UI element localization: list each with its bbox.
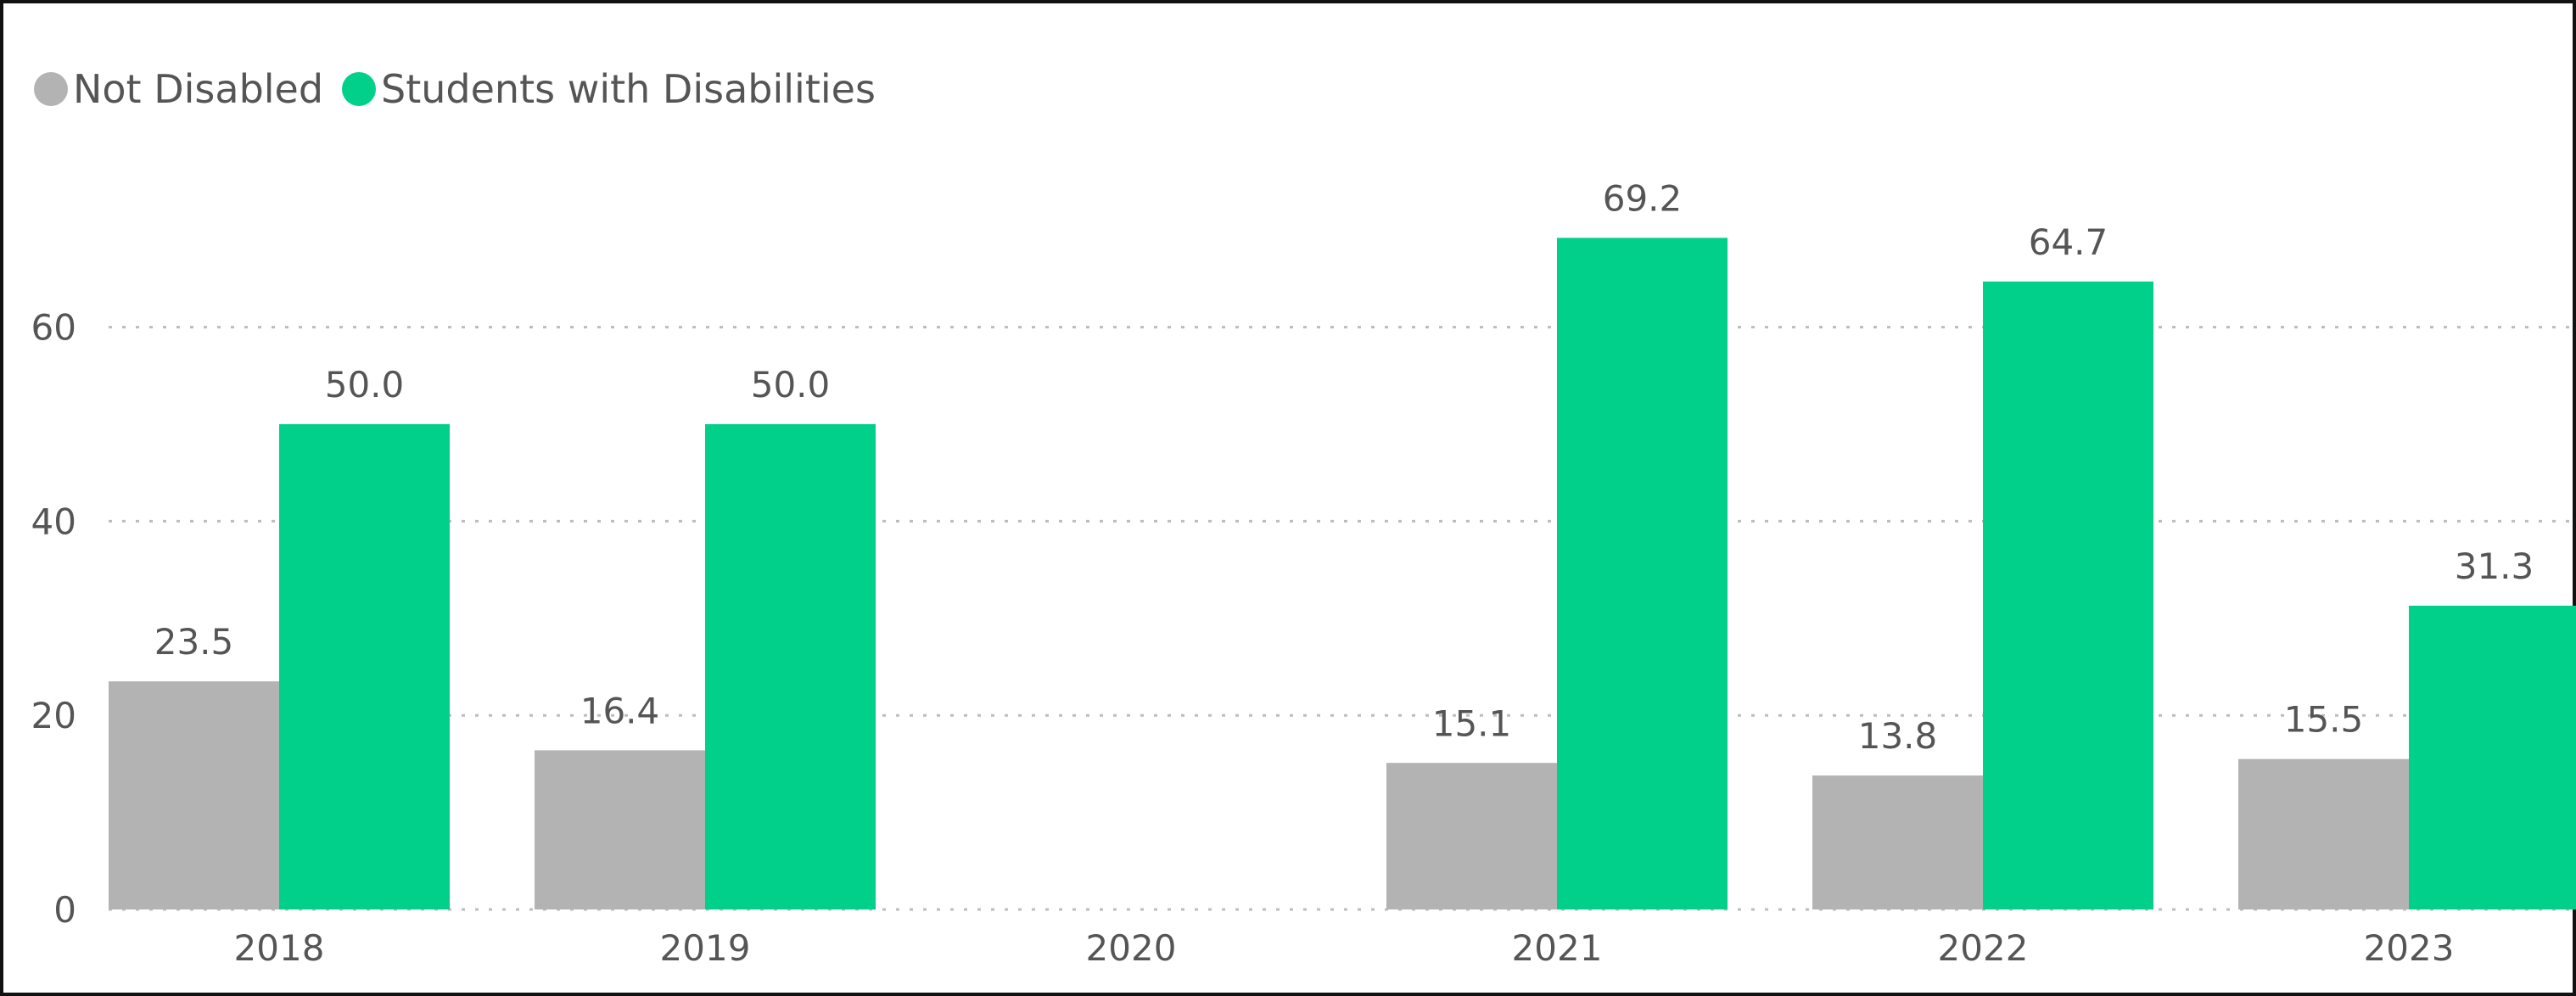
bar-students-with-disabilities-2023 bbox=[2409, 605, 2576, 909]
y-tick-label-60: 60 bbox=[31, 307, 76, 349]
data-label-not-disabled-2018: 23.5 bbox=[154, 621, 234, 663]
data-label-students-with-disabilities-2019: 50.0 bbox=[751, 364, 831, 406]
data-label-students-with-disabilities-2023: 31.3 bbox=[2455, 546, 2534, 587]
data-label-not-disabled-2023: 15.5 bbox=[2284, 699, 2364, 741]
bar-not-disabled-2018 bbox=[109, 681, 279, 909]
legend-swatch-students-with-disabilities bbox=[342, 72, 377, 106]
x-tick-label-2019: 2019 bbox=[660, 927, 751, 969]
data-label-not-disabled-2019: 16.4 bbox=[580, 690, 660, 731]
legend-item-not-disabled[interactable]: Not Disabled bbox=[34, 66, 323, 112]
bar-not-disabled-2022 bbox=[1812, 775, 1983, 909]
x-tick-label-2020: 2020 bbox=[1086, 927, 1177, 969]
legend-item-students-with-disabilities[interactable]: Students with Disabilities bbox=[342, 66, 876, 112]
data-label-students-with-disabilities-2021: 69.2 bbox=[1603, 177, 1683, 219]
y-tick-label-0: 0 bbox=[53, 889, 76, 931]
legend-label-not-disabled: Not Disabled bbox=[73, 66, 324, 112]
bar-students-with-disabilities-2022 bbox=[1983, 281, 2153, 909]
data-label-not-disabled-2021: 15.1 bbox=[1432, 702, 1512, 744]
x-tick-label-2022: 2022 bbox=[1938, 927, 2029, 969]
bar-not-disabled-2023 bbox=[2238, 758, 2409, 909]
legend-label-students-with-disabilities: Students with Disabilities bbox=[381, 66, 876, 112]
bar-not-disabled-2019 bbox=[535, 750, 705, 909]
x-tick-label-2018: 2018 bbox=[234, 927, 325, 969]
bar-students-with-disabilities-2018 bbox=[279, 424, 450, 909]
x-tick-label-2023: 2023 bbox=[2364, 927, 2455, 969]
x-tick-label-2021: 2021 bbox=[1512, 927, 1603, 969]
legend-swatch-not-disabled bbox=[34, 72, 68, 106]
bar-students-with-disabilities-2019 bbox=[705, 424, 876, 909]
bar-not-disabled-2021 bbox=[1386, 763, 1557, 909]
legend: Not Disabled Students with Disabilities bbox=[34, 66, 894, 112]
data-label-students-with-disabilities-2022: 64.7 bbox=[2029, 221, 2108, 263]
bar-students-with-disabilities-2021 bbox=[1557, 238, 1728, 909]
y-tick-label-40: 40 bbox=[31, 501, 76, 542]
y-tick-label-20: 20 bbox=[31, 695, 76, 736]
data-label-students-with-disabilities-2018: 50.0 bbox=[325, 364, 405, 406]
data-label-not-disabled-2022: 13.8 bbox=[1858, 715, 1938, 757]
